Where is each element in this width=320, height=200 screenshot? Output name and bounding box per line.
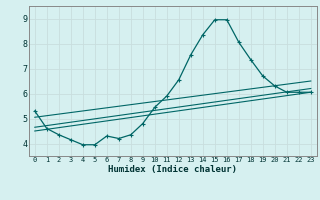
X-axis label: Humidex (Indice chaleur): Humidex (Indice chaleur) [108,165,237,174]
